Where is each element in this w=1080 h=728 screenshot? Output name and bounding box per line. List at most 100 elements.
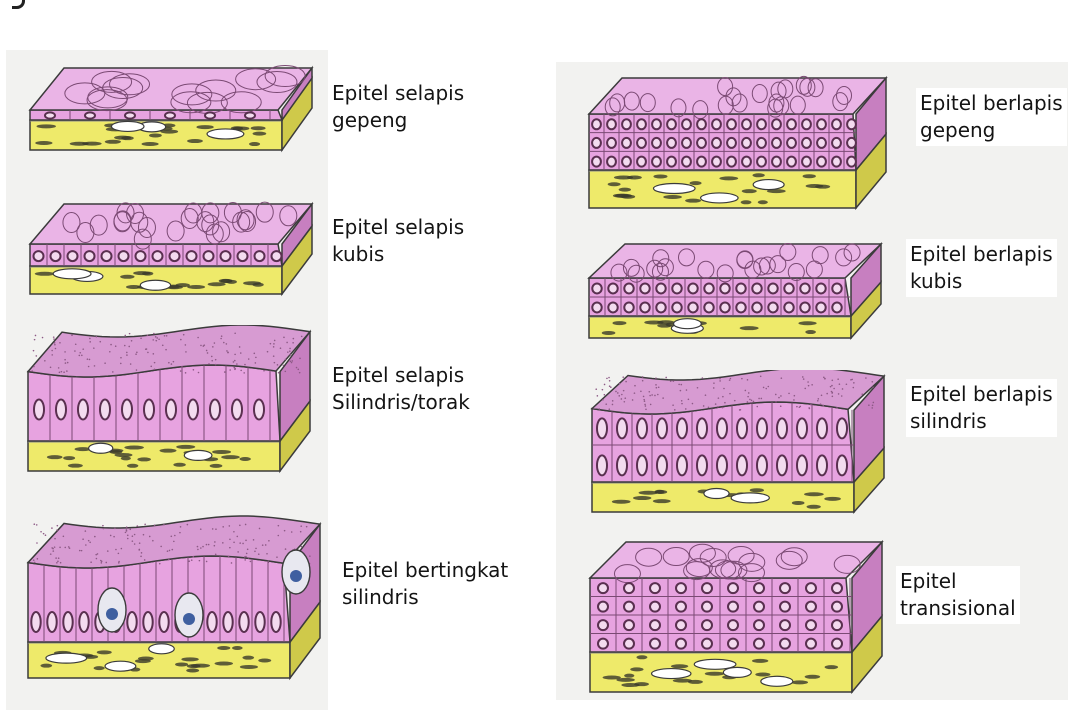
microvillus-dot	[793, 394, 796, 397]
microvillus-dot	[85, 544, 87, 546]
label-line-2: silindris	[342, 585, 419, 609]
nucleus	[254, 611, 266, 633]
fibroblast	[40, 663, 53, 668]
microvillus-dot	[649, 394, 651, 397]
microvillus-dot	[649, 403, 652, 406]
nucleus	[816, 454, 828, 477]
microvillus-dot	[767, 385, 770, 388]
microvillus-dot	[205, 560, 208, 563]
nucleus	[253, 250, 266, 263]
nucleus	[816, 118, 827, 131]
label-line-1: Epitel selapis	[332, 215, 465, 239]
nucleus	[597, 600, 609, 613]
nucleus	[222, 611, 234, 633]
surface-cell	[832, 92, 849, 112]
nucleus	[675, 600, 687, 613]
microvillus-dot	[714, 403, 717, 405]
surface-cell	[779, 242, 797, 261]
microvillus-dot	[126, 534, 129, 537]
microvillus-dot	[261, 544, 264, 546]
nucleus	[786, 155, 797, 168]
microvillus-dot	[35, 524, 38, 526]
nucleus	[78, 611, 90, 633]
microvillus-dot	[80, 549, 83, 552]
microvillus-dot	[655, 377, 657, 379]
microvillus-dot	[289, 347, 291, 350]
nucleus	[636, 454, 648, 477]
microvillus-dot	[717, 397, 720, 399]
microvillus-dot	[640, 390, 642, 393]
fibroblast	[618, 187, 632, 192]
microvillus-dot	[662, 397, 664, 399]
fibroblast	[34, 271, 55, 276]
fibroblast	[685, 198, 702, 203]
microvillus-dot	[32, 559, 35, 561]
nucleus	[126, 611, 138, 633]
microvillus-dot	[185, 351, 187, 353]
surface-cell	[835, 248, 853, 267]
fibroblast	[630, 667, 644, 672]
nucleus	[735, 282, 747, 295]
surface-cell	[223, 202, 242, 224]
surface-cell	[113, 210, 132, 232]
microvillus-dot	[136, 525, 139, 527]
microvillus-dot	[747, 392, 750, 394]
nucleus	[805, 619, 817, 632]
microvillus-dot	[44, 534, 47, 536]
nucleus	[607, 282, 619, 295]
label-line-1: Epitel selapis	[332, 363, 465, 387]
fibroblast	[798, 321, 817, 326]
fibroblast	[634, 682, 649, 687]
nucleus	[187, 398, 199, 421]
microvillus-dot	[850, 379, 852, 381]
microvillus-dot	[233, 541, 235, 544]
microvillus-dot	[645, 408, 647, 411]
microvillus-dot	[277, 371, 280, 374]
microvillus-dot	[32, 349, 35, 352]
microvillus-dot	[728, 379, 731, 381]
microvillus-dot	[206, 352, 209, 354]
microvillus-dot	[140, 555, 142, 558]
microvillus-dot	[746, 379, 749, 381]
surface-cell	[780, 547, 808, 567]
microvillus-dot	[309, 555, 311, 557]
fibroblast	[616, 677, 635, 682]
nucleus	[206, 611, 218, 633]
microvillus-dot	[299, 357, 301, 360]
nucleus	[591, 155, 602, 168]
nucleus	[655, 282, 667, 295]
label-line-1: Epitel berlapis	[920, 91, 1063, 115]
microvillus-dot	[634, 384, 636, 387]
fibroblast	[67, 463, 83, 468]
label-line-2: Silindris/torak	[332, 390, 470, 414]
surface-cell	[212, 221, 231, 243]
nucleus	[44, 111, 56, 120]
microvillus-dot	[618, 382, 621, 385]
microvillus-dot	[752, 400, 755, 403]
microvillus-dot	[631, 399, 634, 401]
microvillus-dot	[811, 383, 813, 386]
surface-cell	[235, 68, 277, 91]
nucleus	[591, 118, 602, 131]
nucleus	[783, 301, 795, 314]
goblet-cell-nucleus	[183, 613, 195, 625]
microvillus-dot	[601, 388, 604, 391]
nucleus	[46, 611, 58, 633]
microvillus-dot	[284, 358, 287, 361]
nucleus	[816, 417, 828, 440]
surface-cell	[610, 263, 628, 282]
microvillus-dot	[289, 354, 292, 356]
nucleus	[771, 155, 782, 168]
microvillus-dot	[657, 386, 660, 389]
nucleus	[696, 155, 707, 168]
microvillus-dot	[165, 334, 168, 337]
microvillus-dot	[135, 353, 137, 355]
nucleus	[623, 637, 635, 650]
tissue-block-icon	[28, 201, 314, 297]
microvillus-dot	[115, 548, 117, 551]
fibroblast	[242, 655, 255, 660]
microvillus-dot	[240, 369, 242, 372]
surface-cell	[716, 264, 734, 283]
nucleus	[621, 136, 632, 149]
microvillus-dot	[152, 539, 154, 542]
